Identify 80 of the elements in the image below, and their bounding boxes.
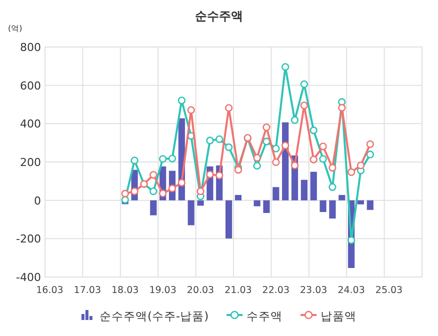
- point: [253, 162, 261, 170]
- point: [319, 155, 327, 163]
- point: [187, 106, 195, 114]
- point: [150, 187, 158, 196]
- point: [158, 155, 167, 163]
- x-tick-label: 18.03: [112, 285, 139, 296]
- point: [158, 190, 167, 198]
- x-tick-label: 16.03: [36, 285, 64, 296]
- point: [150, 170, 158, 179]
- point: [206, 170, 214, 178]
- x-tick-label: 23.03: [300, 285, 328, 296]
- x-tick-label: 24.03: [338, 285, 365, 296]
- x-tick-label: 25.03: [375, 285, 403, 296]
- y-tick-label: 800: [20, 41, 41, 54]
- point: [366, 150, 374, 158]
- point: [216, 135, 224, 144]
- point: [310, 156, 318, 164]
- point: [121, 196, 129, 204]
- point: [206, 136, 214, 144]
- y-tick-label: 0: [34, 194, 41, 208]
- point: [168, 154, 176, 162]
- point: [262, 123, 270, 132]
- bar: [197, 200, 204, 206]
- bar: [188, 200, 194, 226]
- bar: [234, 194, 242, 200]
- x-tick-label: 20.03: [186, 285, 214, 296]
- x-tick-label: 17.03: [74, 285, 102, 296]
- bar: [320, 200, 326, 212]
- bar: [329, 200, 336, 219]
- y-tick-label: 200: [20, 156, 41, 169]
- bar: [338, 194, 346, 200]
- bar: [263, 200, 270, 213]
- point: [290, 116, 299, 124]
- bar: [366, 200, 374, 210]
- x-tick-label: 19.03: [149, 285, 176, 296]
- bar: [272, 187, 280, 200]
- bar: [225, 200, 232, 238]
- point: [356, 162, 365, 170]
- point: [224, 143, 233, 152]
- bar: [150, 200, 157, 216]
- bar: [300, 180, 308, 200]
- point: [347, 236, 356, 244]
- point: [338, 104, 346, 112]
- point: [366, 140, 374, 148]
- point: [347, 168, 356, 176]
- bar: [310, 172, 317, 200]
- point: [216, 172, 224, 180]
- point: [319, 142, 327, 150]
- bar: [254, 200, 260, 206]
- point: [272, 158, 280, 166]
- point: [253, 154, 261, 162]
- legend-label: 수주액: [246, 309, 283, 323]
- point: [300, 102, 308, 110]
- y-tick-label: 600: [20, 79, 41, 92]
- point: [130, 156, 138, 164]
- chart-title: 순수주액: [195, 9, 243, 23]
- y-tick-label: 400: [20, 118, 41, 131]
- point: [178, 178, 186, 187]
- point: [310, 126, 318, 134]
- legend-label: 납품액: [320, 309, 357, 323]
- y-tick-label: -400: [16, 271, 41, 284]
- point: [281, 63, 290, 71]
- x-tick-label: 21.03: [224, 285, 252, 296]
- point: [328, 164, 336, 172]
- legend-label: 순수주액(수주-납품): [99, 309, 209, 323]
- bar: [357, 200, 364, 204]
- point: [196, 187, 204, 196]
- y-axis-title: (억): [8, 24, 22, 33]
- point: [234, 166, 242, 174]
- point: [121, 190, 129, 198]
- point: [290, 162, 299, 170]
- point: [281, 142, 290, 150]
- point: [328, 183, 336, 191]
- y-tick-label: -200: [16, 232, 41, 246]
- point: [300, 80, 308, 88]
- point: [168, 184, 176, 192]
- x-tick-label: 22.03: [262, 285, 290, 296]
- point: [224, 104, 233, 112]
- point: [130, 187, 138, 196]
- point: [178, 96, 186, 104]
